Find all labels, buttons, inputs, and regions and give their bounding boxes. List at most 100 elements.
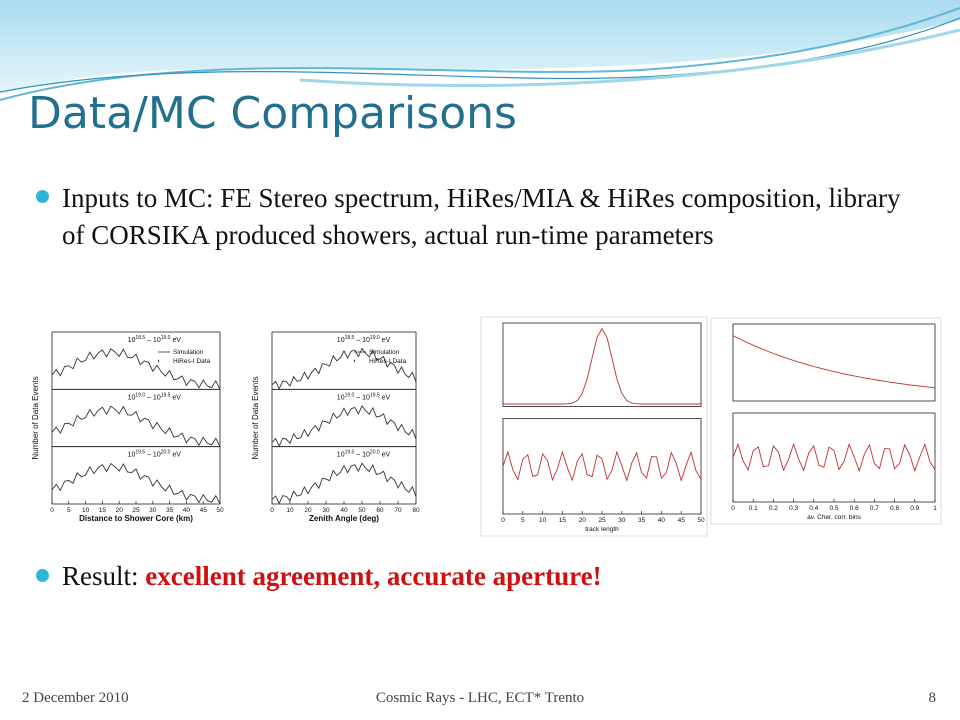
label-part: eV (170, 337, 181, 344)
x-tick-label: 0.6 (850, 505, 859, 512)
figure: 0 5 10 15 20 25 30 35 40 45 50 track length (480, 316, 708, 537)
sketch-curve (503, 327, 701, 405)
x-tick-label: 5 (67, 507, 71, 514)
label-part: – (354, 337, 362, 344)
legend-label: HiRes-I Data (369, 358, 407, 365)
sketch-curve (732, 442, 936, 473)
x-tick-label: 0 (501, 517, 505, 524)
figure: 0 0.1 0.2 0.3 0.4 0.5 0.6 0.7 0.8 0.9 1 av. Cher. c… (710, 317, 942, 525)
panel-label: 1019.5 – 1020.0 eV (128, 450, 182, 459)
x-tick-label: 20 (304, 507, 312, 514)
label-part: 10 (128, 452, 136, 459)
legend-label: HiRes-I Data (173, 358, 211, 365)
x-tick-label: 0 (731, 505, 735, 512)
x-tick-label: 0 (50, 507, 54, 514)
exponent: 19.5 (135, 450, 145, 456)
bullet-text: Result: excellent agreement, accurate ap… (62, 558, 602, 595)
page-number: 8 (928, 690, 937, 706)
panel-label: 1019.5 – 1020.0 eV (337, 450, 391, 459)
x-tick-label: 25 (598, 517, 606, 524)
exponent: 19.0 (135, 392, 145, 398)
panel-label: 1018.5 – 1019.0 eV (128, 335, 182, 344)
slide-title: Data/MC Comparisons (28, 88, 517, 139)
x-tick-label: 0.7 (870, 505, 879, 512)
figure-bg (480, 316, 708, 537)
exponent: 19.5 (345, 450, 355, 456)
x-tick-label: 40 (658, 517, 666, 524)
panel-label: 1019.0 – 1019.5 eV (337, 392, 391, 401)
x-tick-label: 0.5 (829, 505, 838, 512)
label-part: 10 (362, 452, 370, 459)
label-part: 10 (128, 394, 136, 401)
wave-line (0, 17, 960, 93)
x-tick-label: 30 (149, 507, 157, 514)
x-tick-label: 1 (933, 505, 937, 512)
highlight: excellent agreement, accurate aperture! (145, 561, 602, 591)
label-part: 10 (128, 337, 136, 344)
x-tick-label: 0.9 (910, 505, 919, 512)
label-part: 10 (153, 394, 161, 401)
x-tick-label: 50 (697, 517, 705, 524)
x-tick-label: 45 (200, 507, 208, 514)
sketch-curve (51, 348, 221, 390)
legend-label: Simulation (173, 349, 204, 356)
x-axis-label: Distance to Shower Core (km) (79, 514, 193, 523)
x-tick-label: 80 (412, 507, 420, 514)
exponent: 18.5 (345, 335, 355, 341)
label-part: eV (380, 337, 391, 344)
figure: 1018.5 – 1019.0 eV 1019.0 – 1019.5 eV 10… (30, 326, 226, 526)
sketch-curve (271, 347, 417, 390)
sketch-curve (51, 405, 221, 447)
bullet-dot (36, 569, 49, 582)
panel-label: 1019.0 – 1019.5 eV (128, 392, 182, 401)
x-tick-label: 30 (618, 517, 626, 524)
footer-center: Cosmic Rays - LHC, ECT* Trento (375, 690, 585, 706)
wave (0, 0, 960, 95)
exponent: 20.0 (161, 450, 171, 456)
x-tick-label: 20 (116, 507, 124, 514)
x-tick-label: 70 (394, 507, 402, 514)
x-tick-label: 0.8 (890, 505, 899, 512)
x-tick-label: 20 (579, 517, 587, 524)
x-tick-label: 50 (216, 507, 224, 514)
legend-label: Simulation (369, 349, 400, 356)
panel-frame (732, 323, 936, 402)
x-tick-label: 5 (521, 517, 525, 524)
wave-line (0, 7, 960, 101)
y-axis-label: Number of Data Events (251, 376, 260, 459)
label-part: 10 (362, 394, 370, 401)
sketch-curve (502, 450, 702, 483)
exponent: 19.0 (370, 335, 380, 341)
figure-bg (30, 326, 226, 526)
sketch-curve (732, 335, 936, 389)
figure-bg (710, 317, 942, 525)
label-part: eV (380, 452, 391, 459)
footer-date: 2 December 2010 (22, 690, 129, 706)
label-part: eV (170, 394, 181, 401)
x-axis-label: track length (585, 526, 619, 533)
header-waves (0, 0, 960, 101)
sketch-curve (271, 405, 417, 448)
exponent: 18.5 (135, 335, 145, 341)
x-tick-label: 10 (286, 507, 294, 514)
x-tick-label: 35 (638, 517, 646, 524)
bullet-prefix: Result: (62, 561, 146, 591)
label-part: – (354, 394, 362, 401)
figure: 1018.5 – 1019.0 eV 1019.0 – 1019.5 eV 10… (250, 326, 422, 526)
x-tick-label: 40 (340, 507, 348, 514)
exponent: 20.0 (370, 450, 380, 456)
x-tick-label: 0 (270, 507, 274, 514)
exponent: 19.5 (161, 392, 171, 398)
x-axis-label: av. Cher. corr. bins (807, 514, 861, 521)
panel-frame (502, 322, 702, 407)
y-axis-label: Number of Data Events (31, 376, 40, 459)
exponent: 19.0 (161, 335, 171, 341)
label-part: 10 (362, 337, 370, 344)
label-part: – (145, 337, 153, 344)
x-axis-label: Zenith Angle (deg) (309, 514, 379, 523)
exponent: 19.5 (370, 392, 380, 398)
x-tick-label: 35 (166, 507, 174, 514)
x-tick-label: 10 (539, 517, 547, 524)
bullet-dot (36, 190, 49, 203)
